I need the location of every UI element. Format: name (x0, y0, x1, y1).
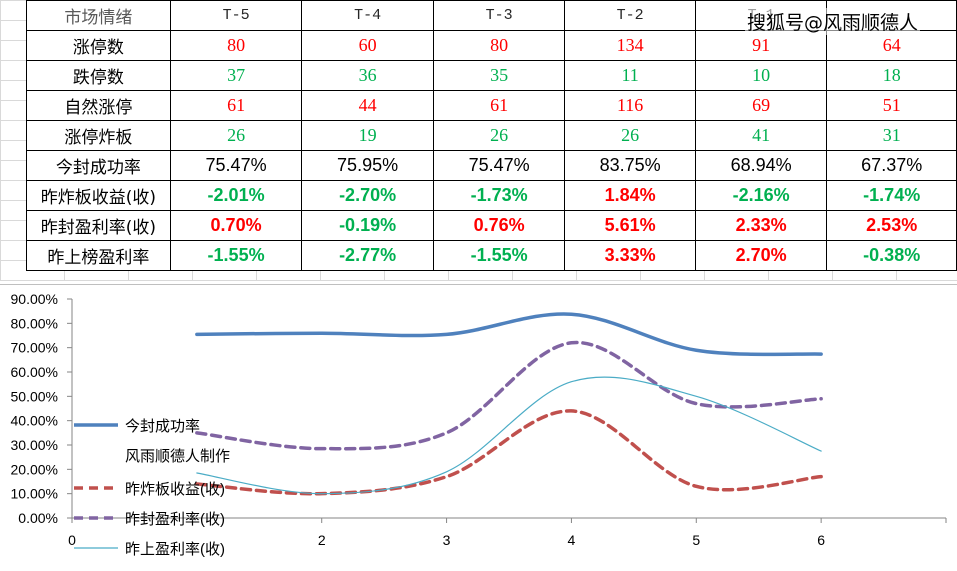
column-header-cell[interactable]: T-5 (170, 1, 302, 31)
row-label-cell[interactable]: 今封成功率 (27, 151, 171, 181)
y-tick-label: 10.00% (11, 486, 58, 502)
value-cell[interactable]: 80 (170, 31, 302, 61)
value-cell[interactable]: 91 (695, 31, 827, 61)
value-cell[interactable]: 61 (170, 91, 302, 121)
value-cell[interactable]: -1.55% (433, 241, 565, 271)
y-tick-label: 20.00% (11, 461, 58, 477)
y-tick-label: 60.00% (11, 364, 58, 380)
legend-label: 昨封盈利率(收) (125, 511, 225, 528)
table-row: 昨上榜盈利率-1.55%-2.77%-1.55%3.33%2.70%-0.38% (27, 241, 957, 271)
value-cell[interactable]: 134 (565, 31, 696, 61)
value-cell[interactable]: 35 (433, 61, 565, 91)
value-cell[interactable]: 116 (565, 91, 696, 121)
row-label-cell[interactable]: 昨封盈利率(收) (27, 211, 171, 241)
y-tick-label: 50.00% (11, 388, 58, 404)
value-cell[interactable]: 51 (827, 91, 957, 121)
value-cell[interactable]: 36 (302, 61, 434, 91)
value-cell[interactable]: 75.47% (170, 151, 302, 181)
y-tick-label: 70.00% (11, 340, 58, 356)
value-cell[interactable]: 26 (170, 121, 302, 151)
value-cell[interactable]: 3.33% (565, 241, 696, 271)
value-cell[interactable]: 19 (302, 121, 434, 151)
value-cell[interactable]: -1.55% (170, 241, 302, 271)
column-header-cell[interactable]: T-3 (433, 1, 565, 31)
x-tick-label: 3 (443, 532, 451, 548)
row-label-cell[interactable]: 自然涨停 (27, 91, 171, 121)
value-cell[interactable]: -0.38% (827, 241, 957, 271)
value-cell[interactable]: -2.77% (302, 241, 434, 271)
value-cell[interactable]: 10 (695, 61, 827, 91)
watermark: 搜狐号@风雨顺德人 (745, 8, 920, 35)
value-cell[interactable]: -2.01% (170, 181, 302, 211)
value-cell[interactable]: 61 (433, 91, 565, 121)
value-cell[interactable]: 75.47% (433, 151, 565, 181)
series-line-4 (197, 377, 821, 494)
legend-label: 昨上盈利率(收) (125, 541, 225, 558)
value-cell[interactable]: 64 (827, 31, 957, 61)
column-header-cell[interactable]: T-2 (565, 1, 696, 31)
y-tick-label: 30.00% (11, 437, 58, 453)
value-cell[interactable]: 83.75% (565, 151, 696, 181)
x-tick-label: 2 (318, 532, 326, 548)
value-cell[interactable]: 31 (827, 121, 957, 151)
y-tick-label: 80.00% (11, 315, 58, 331)
value-cell[interactable]: 0.70% (170, 211, 302, 241)
row-label-cell[interactable]: 跌停数 (27, 61, 171, 91)
row-label-cell[interactable]: 昨上榜盈利率 (27, 241, 171, 271)
series-line-1 (197, 314, 821, 354)
legend-note: 风雨顺德人制作 (125, 447, 230, 465)
value-cell[interactable]: -2.70% (302, 181, 434, 211)
value-cell[interactable]: 75.95% (302, 151, 434, 181)
market-sentiment-table: 市场情绪T-5T-4T-3T-2T-1涨停数8060801349164跌停数37… (26, 0, 957, 271)
value-cell[interactable]: -0.19% (302, 211, 434, 241)
table-row: 昨炸板收益(收)-2.01%-2.70%-1.73%1.84%-2.16%-1.… (27, 181, 957, 211)
value-cell[interactable]: 69 (695, 91, 827, 121)
value-cell[interactable]: 11 (565, 61, 696, 91)
value-cell[interactable]: 41 (695, 121, 827, 151)
x-tick-label: 6 (817, 532, 825, 548)
value-cell[interactable]: 68.94% (695, 151, 827, 181)
chart-svg: 0.00% 10.00% 20.00% 30.00% 40.00% 50.00% 60.00… (0, 285, 957, 567)
row-label-cell[interactable]: 涨停数 (27, 31, 171, 61)
series-line-3 (197, 343, 821, 449)
value-cell[interactable]: 44 (302, 91, 434, 121)
series-line-2 (197, 411, 821, 494)
value-cell[interactable]: 2.53% (827, 211, 957, 241)
value-cell[interactable]: 80 (433, 31, 565, 61)
x-tick-label: 0 (68, 532, 76, 548)
value-cell[interactable]: 67.37% (827, 151, 957, 181)
value-cell[interactable]: 26 (433, 121, 565, 151)
value-cell[interactable]: -1.74% (827, 181, 957, 211)
line-chart[interactable]: 0.00% 10.00% 20.00% 30.00% 40.00% 50.00% 60.00… (0, 284, 957, 567)
legend-label: 昨炸板收益(收) (125, 480, 225, 498)
value-cell[interactable]: 0.76% (433, 211, 565, 241)
y-tick-label: 0.00% (18, 510, 58, 526)
value-cell[interactable]: -1.73% (433, 181, 565, 211)
y-tick-label: 40.00% (11, 413, 58, 429)
value-cell[interactable]: 18 (827, 61, 957, 91)
value-cell[interactable]: 2.33% (695, 211, 827, 241)
value-cell[interactable]: 37 (170, 61, 302, 91)
value-cell[interactable]: 1.84% (565, 181, 696, 211)
value-cell[interactable]: 26 (565, 121, 696, 151)
value-cell[interactable]: 2.70% (695, 241, 827, 271)
column-header-cell[interactable]: T-4 (302, 1, 434, 31)
row-label-cell[interactable]: 涨停炸板 (27, 121, 171, 151)
y-tick-label: 90.00% (11, 291, 58, 307)
legend-label: 今封成功率 (125, 418, 200, 435)
table-row: 昨封盈利率(收)0.70%-0.19%0.76%5.61%2.33%2.53% (27, 211, 957, 241)
header-label-cell[interactable]: 市场情绪 (27, 1, 171, 31)
value-cell[interactable]: 60 (302, 31, 434, 61)
value-cell[interactable]: 5.61% (565, 211, 696, 241)
spreadsheet: 市场情绪T-5T-4T-3T-2T-1涨停数8060801349164跌停数37… (0, 0, 957, 281)
x-tick-label: 5 (692, 532, 700, 548)
x-tick-label: 4 (568, 532, 576, 548)
row-label-cell[interactable]: 昨炸板收益(收) (27, 181, 171, 211)
value-cell[interactable]: -2.16% (695, 181, 827, 211)
